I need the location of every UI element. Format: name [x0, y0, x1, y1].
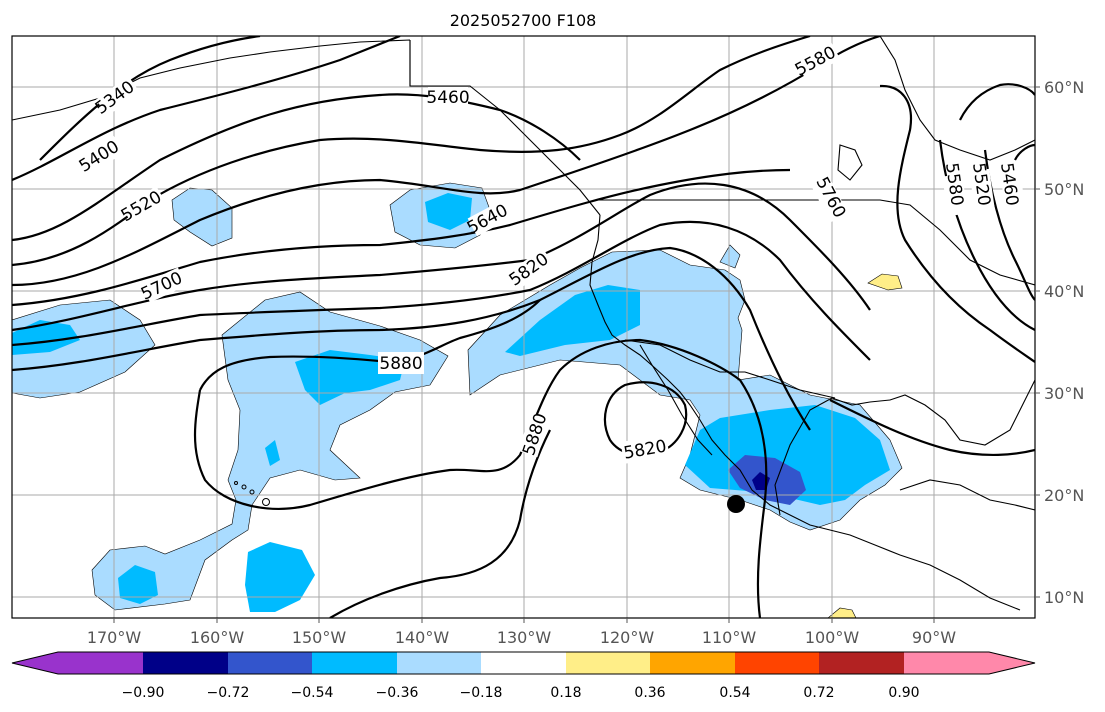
- colorbar-tick-label: 0.54: [719, 685, 750, 701]
- colorbar-segment: [228, 652, 312, 674]
- hawaii-islands: [234, 481, 270, 506]
- contour-5820: [12, 246, 811, 431]
- y-tick-label: 50°N: [1044, 180, 1084, 199]
- colorbar-segment: [819, 652, 904, 674]
- chart-title: 2025052700 F108: [450, 11, 597, 30]
- contour-5760: [12, 220, 871, 361]
- anomaly-core-south-2: [245, 542, 315, 612]
- contour-5880-south: [329, 429, 551, 618]
- colorbar-segment: [650, 652, 735, 674]
- anomaly-core-central: [295, 350, 405, 405]
- anomaly-core-south-1: [118, 565, 158, 604]
- y-tick-label: 60°N: [1044, 78, 1084, 97]
- contour-5700: [12, 182, 871, 332]
- anomaly-core-california: [505, 285, 640, 356]
- contour-5580: [12, 36, 881, 287]
- anomaly-fill-yellow-south: [827, 607, 857, 618]
- colorbar-tick-label: 0.18: [550, 685, 581, 701]
- hudson-bay: [837, 144, 863, 181]
- colorbar-extend-min: [12, 652, 58, 674]
- anomaly-region-mexico-north: [719, 244, 741, 269]
- storm-position-marker: [727, 495, 745, 513]
- y-tick-label: 40°N: [1044, 282, 1084, 301]
- y-tick-label: 10°N: [1044, 588, 1084, 607]
- coast-caribbean: [899, 479, 1035, 511]
- coastlines: [12, 36, 1035, 611]
- x-tick-label: 170°W: [87, 628, 142, 647]
- colorbar-extend-max: [989, 652, 1035, 674]
- y-axis-labels: 60°N 50°N 40°N 30°N 20°N 10°N: [1044, 78, 1084, 607]
- y-tick-label: 30°N: [1044, 384, 1084, 403]
- border-us-mexico: [624, 339, 836, 399]
- map-area: 5340 5400 5460 5520 5580 5640 5700 5760 …: [12, 36, 1035, 618]
- colorbar-tick-label: −0.18: [460, 685, 503, 701]
- colorbar-segment: [143, 652, 228, 674]
- coast-gulf-of-mexico: [774, 379, 1035, 516]
- border-us-canada: [598, 199, 1035, 286]
- coast-canada-east: [879, 36, 1035, 161]
- colorbar-tick-label: 0.90: [888, 685, 919, 701]
- contour-east-trough-1: [879, 84, 1035, 363]
- colorbar-tick-label: 0.72: [803, 685, 834, 701]
- colorbar-tick-label: −0.54: [291, 685, 334, 701]
- contour-east-trough-3: [938, 139, 1035, 331]
- contour-label-5460: 5460: [426, 88, 469, 108]
- contour-5880-loop: [193, 338, 768, 618]
- contour-5640: [12, 168, 791, 307]
- contour-5340: [39, 36, 261, 161]
- colorbar-labels: −0.90 −0.72 −0.54 −0.36 −0.18 0.18 0.36 …: [122, 685, 920, 701]
- colorbar-segment: [735, 652, 819, 674]
- x-tick-label: 150°W: [292, 628, 347, 647]
- x-axis-labels: 170°W 160°W 150°W 140°W 130°W 120°W 110°…: [87, 628, 956, 647]
- anomaly-core-gulf-alaska: [425, 193, 472, 230]
- coast-west-north-america: [589, 214, 1021, 611]
- x-tick-label: 120°W: [600, 628, 655, 647]
- contour-label-5880-north: 5880: [379, 354, 422, 374]
- anomaly-core-hawaii-north: [265, 440, 280, 466]
- anomaly-fill-yellow-north: [867, 273, 903, 291]
- contour-east-trough-2: [959, 83, 1035, 121]
- x-tick-label: 130°W: [497, 628, 552, 647]
- colorbar-segment: [566, 652, 650, 674]
- anomaly-core-west: [12, 320, 80, 355]
- colorbar-segment: [58, 652, 143, 674]
- x-tick-label: 90°W: [912, 628, 956, 647]
- colorbar-tick-label: 0.36: [634, 685, 665, 701]
- coast-alaska: [12, 39, 601, 216]
- y-tick-label: 20°N: [1044, 486, 1084, 505]
- x-tick-label: 140°W: [395, 628, 450, 647]
- colorbar-segment: [481, 652, 566, 674]
- colorbar-tick-label: −0.72: [207, 685, 250, 701]
- colorbar-outline: [11, 651, 1036, 675]
- contour-5460: [12, 93, 581, 242]
- contour-5400: [12, 36, 401, 182]
- colorbar: [11, 651, 1036, 675]
- x-tick-label: 160°W: [190, 628, 245, 647]
- x-tick-marks: [113, 618, 935, 623]
- colorbar-segment: [312, 652, 397, 674]
- contour-east-low: [1014, 143, 1035, 161]
- coast-baja: [639, 344, 713, 456]
- colorbar-segment: [397, 652, 481, 674]
- colorbar-tick-label: −0.90: [122, 685, 165, 701]
- colorbar-tick-label: −0.36: [376, 685, 419, 701]
- y-tick-marks: [1035, 86, 1040, 598]
- x-tick-label: 100°W: [805, 628, 860, 647]
- colorbar-segment: [904, 652, 989, 674]
- contour-east-south: [829, 399, 1035, 456]
- x-tick-label: 110°W: [702, 628, 757, 647]
